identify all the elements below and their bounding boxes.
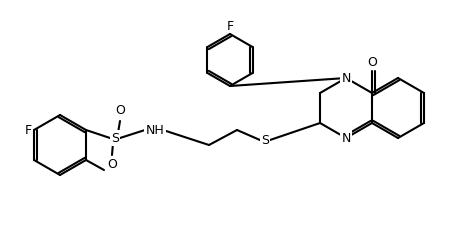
Text: N: N: [341, 72, 351, 84]
Text: S: S: [261, 134, 269, 146]
Text: O: O: [115, 105, 125, 117]
Text: O: O: [107, 158, 117, 172]
Text: O: O: [367, 56, 377, 69]
Text: F: F: [24, 124, 31, 136]
Text: F: F: [226, 19, 234, 33]
Text: NH: NH: [146, 124, 164, 136]
Text: N: N: [341, 132, 351, 145]
Text: S: S: [111, 132, 119, 145]
